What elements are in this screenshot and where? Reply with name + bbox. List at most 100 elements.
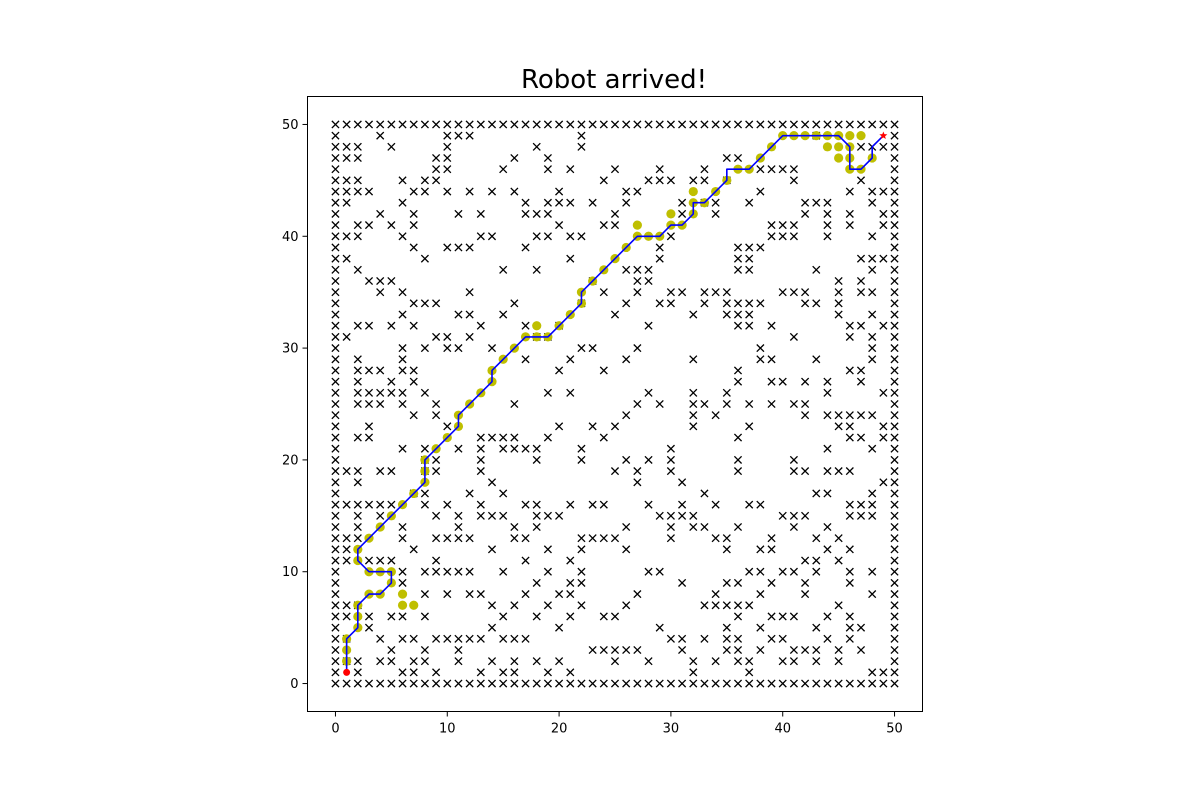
obstacle-marker — [890, 198, 899, 207]
obstacle-marker — [823, 612, 832, 621]
obstacle-marker — [443, 243, 452, 252]
y-tick-label: 0 — [290, 677, 298, 692]
obstacle-marker — [801, 198, 810, 207]
obstacle-marker — [432, 534, 441, 543]
obstacle-marker — [890, 556, 899, 565]
obstacle-marker — [789, 176, 798, 185]
obstacle-marker — [868, 489, 877, 498]
obstacle-marker — [599, 176, 608, 185]
obstacle-marker — [778, 377, 787, 386]
obstacle-marker — [420, 500, 429, 509]
obstacle-marker — [845, 545, 854, 554]
obstacle-marker — [834, 556, 843, 565]
obstacle-marker — [443, 187, 452, 196]
obstacle-marker — [700, 489, 709, 498]
obstacle-marker — [890, 299, 899, 308]
obstacle-marker — [342, 142, 351, 151]
obstacle-marker — [689, 522, 698, 532]
obstacle-marker — [599, 120, 608, 129]
obstacle-marker — [644, 500, 653, 509]
obstacle-marker — [432, 176, 441, 185]
obstacle-marker — [767, 634, 776, 643]
obstacle-marker — [610, 612, 620, 621]
obstacle-marker — [342, 679, 351, 688]
obstacle-marker — [376, 679, 385, 688]
obstacle-marker — [342, 601, 351, 610]
obstacle-marker — [745, 657, 754, 666]
obstacle-marker — [443, 534, 452, 543]
obstacle-marker — [555, 198, 564, 207]
obstacle-marker — [331, 120, 340, 129]
obstacle-marker — [432, 511, 441, 520]
obstacle-marker — [879, 142, 888, 151]
obstacle-marker — [342, 120, 351, 129]
obstacle-marker — [633, 590, 642, 599]
obstacle-marker — [756, 590, 765, 599]
obstacle-marker — [610, 221, 620, 230]
obstacle-marker — [644, 321, 653, 330]
obstacle-marker — [823, 522, 832, 532]
obstacle-marker — [622, 355, 631, 364]
obstacle-marker — [678, 478, 687, 487]
obstacle-marker — [890, 243, 899, 252]
obstacle-marker — [476, 679, 485, 688]
obstacle-marker — [845, 500, 854, 509]
obstacle-marker — [856, 288, 866, 297]
visited-point — [834, 142, 844, 152]
obstacle-marker — [823, 545, 832, 554]
obstacle-marker — [521, 209, 530, 218]
obstacle-marker — [733, 265, 743, 274]
obstacle-marker — [566, 355, 575, 364]
obstacle-marker — [487, 679, 497, 688]
obstacle-marker — [812, 198, 821, 207]
obstacle-marker — [700, 176, 709, 185]
obstacle-marker — [331, 265, 340, 274]
obstacle-marker — [789, 612, 798, 621]
obstacle-marker — [722, 399, 731, 409]
obstacle-marker — [331, 567, 340, 576]
obstacle-marker — [353, 187, 362, 196]
obstacle-marker — [555, 590, 564, 599]
obstacle-marker — [353, 500, 362, 509]
obstacle-marker — [555, 657, 564, 666]
obstacle-marker — [555, 366, 564, 375]
obstacle-marker — [532, 612, 541, 621]
obstacle-marker — [443, 165, 452, 174]
obstacle-marker — [733, 254, 743, 263]
obstacle-marker — [845, 321, 854, 330]
obstacle-marker — [879, 422, 888, 431]
obstacle-marker — [454, 645, 463, 655]
obstacle-marker — [834, 679, 843, 688]
obstacle-marker — [868, 198, 877, 207]
obstacle-marker — [409, 668, 418, 677]
obstacle-marker — [622, 601, 631, 610]
obstacle-marker — [432, 467, 441, 476]
obstacle-marker — [387, 657, 396, 666]
obstacle-marker — [476, 209, 485, 218]
obstacle-marker — [387, 679, 396, 688]
obstacle-marker — [364, 612, 374, 621]
obstacle-marker — [610, 467, 620, 476]
obstacle-marker — [756, 623, 765, 632]
obstacle-marker — [778, 657, 787, 666]
obstacle-marker — [633, 276, 642, 286]
obstacle-marker — [387, 142, 396, 151]
obstacle-marker — [745, 601, 754, 610]
obstacle-marker — [566, 590, 575, 599]
visited-point — [856, 131, 866, 141]
obstacle-marker — [543, 545, 552, 554]
obstacle-marker — [420, 344, 429, 353]
goal-marker — [879, 131, 888, 140]
obstacle-marker — [387, 120, 396, 129]
obstacle-marker — [331, 590, 340, 599]
obstacle-marker — [443, 332, 452, 341]
obstacle-marker — [633, 120, 642, 129]
obstacle-marker — [588, 534, 597, 543]
obstacle-marker — [577, 567, 586, 576]
obstacle-marker — [856, 433, 866, 442]
obstacle-marker — [420, 489, 429, 498]
obstacle-marker — [342, 467, 351, 476]
obstacle-marker — [364, 623, 374, 632]
obstacle-marker — [376, 120, 385, 129]
obstacle-marker — [745, 422, 754, 431]
